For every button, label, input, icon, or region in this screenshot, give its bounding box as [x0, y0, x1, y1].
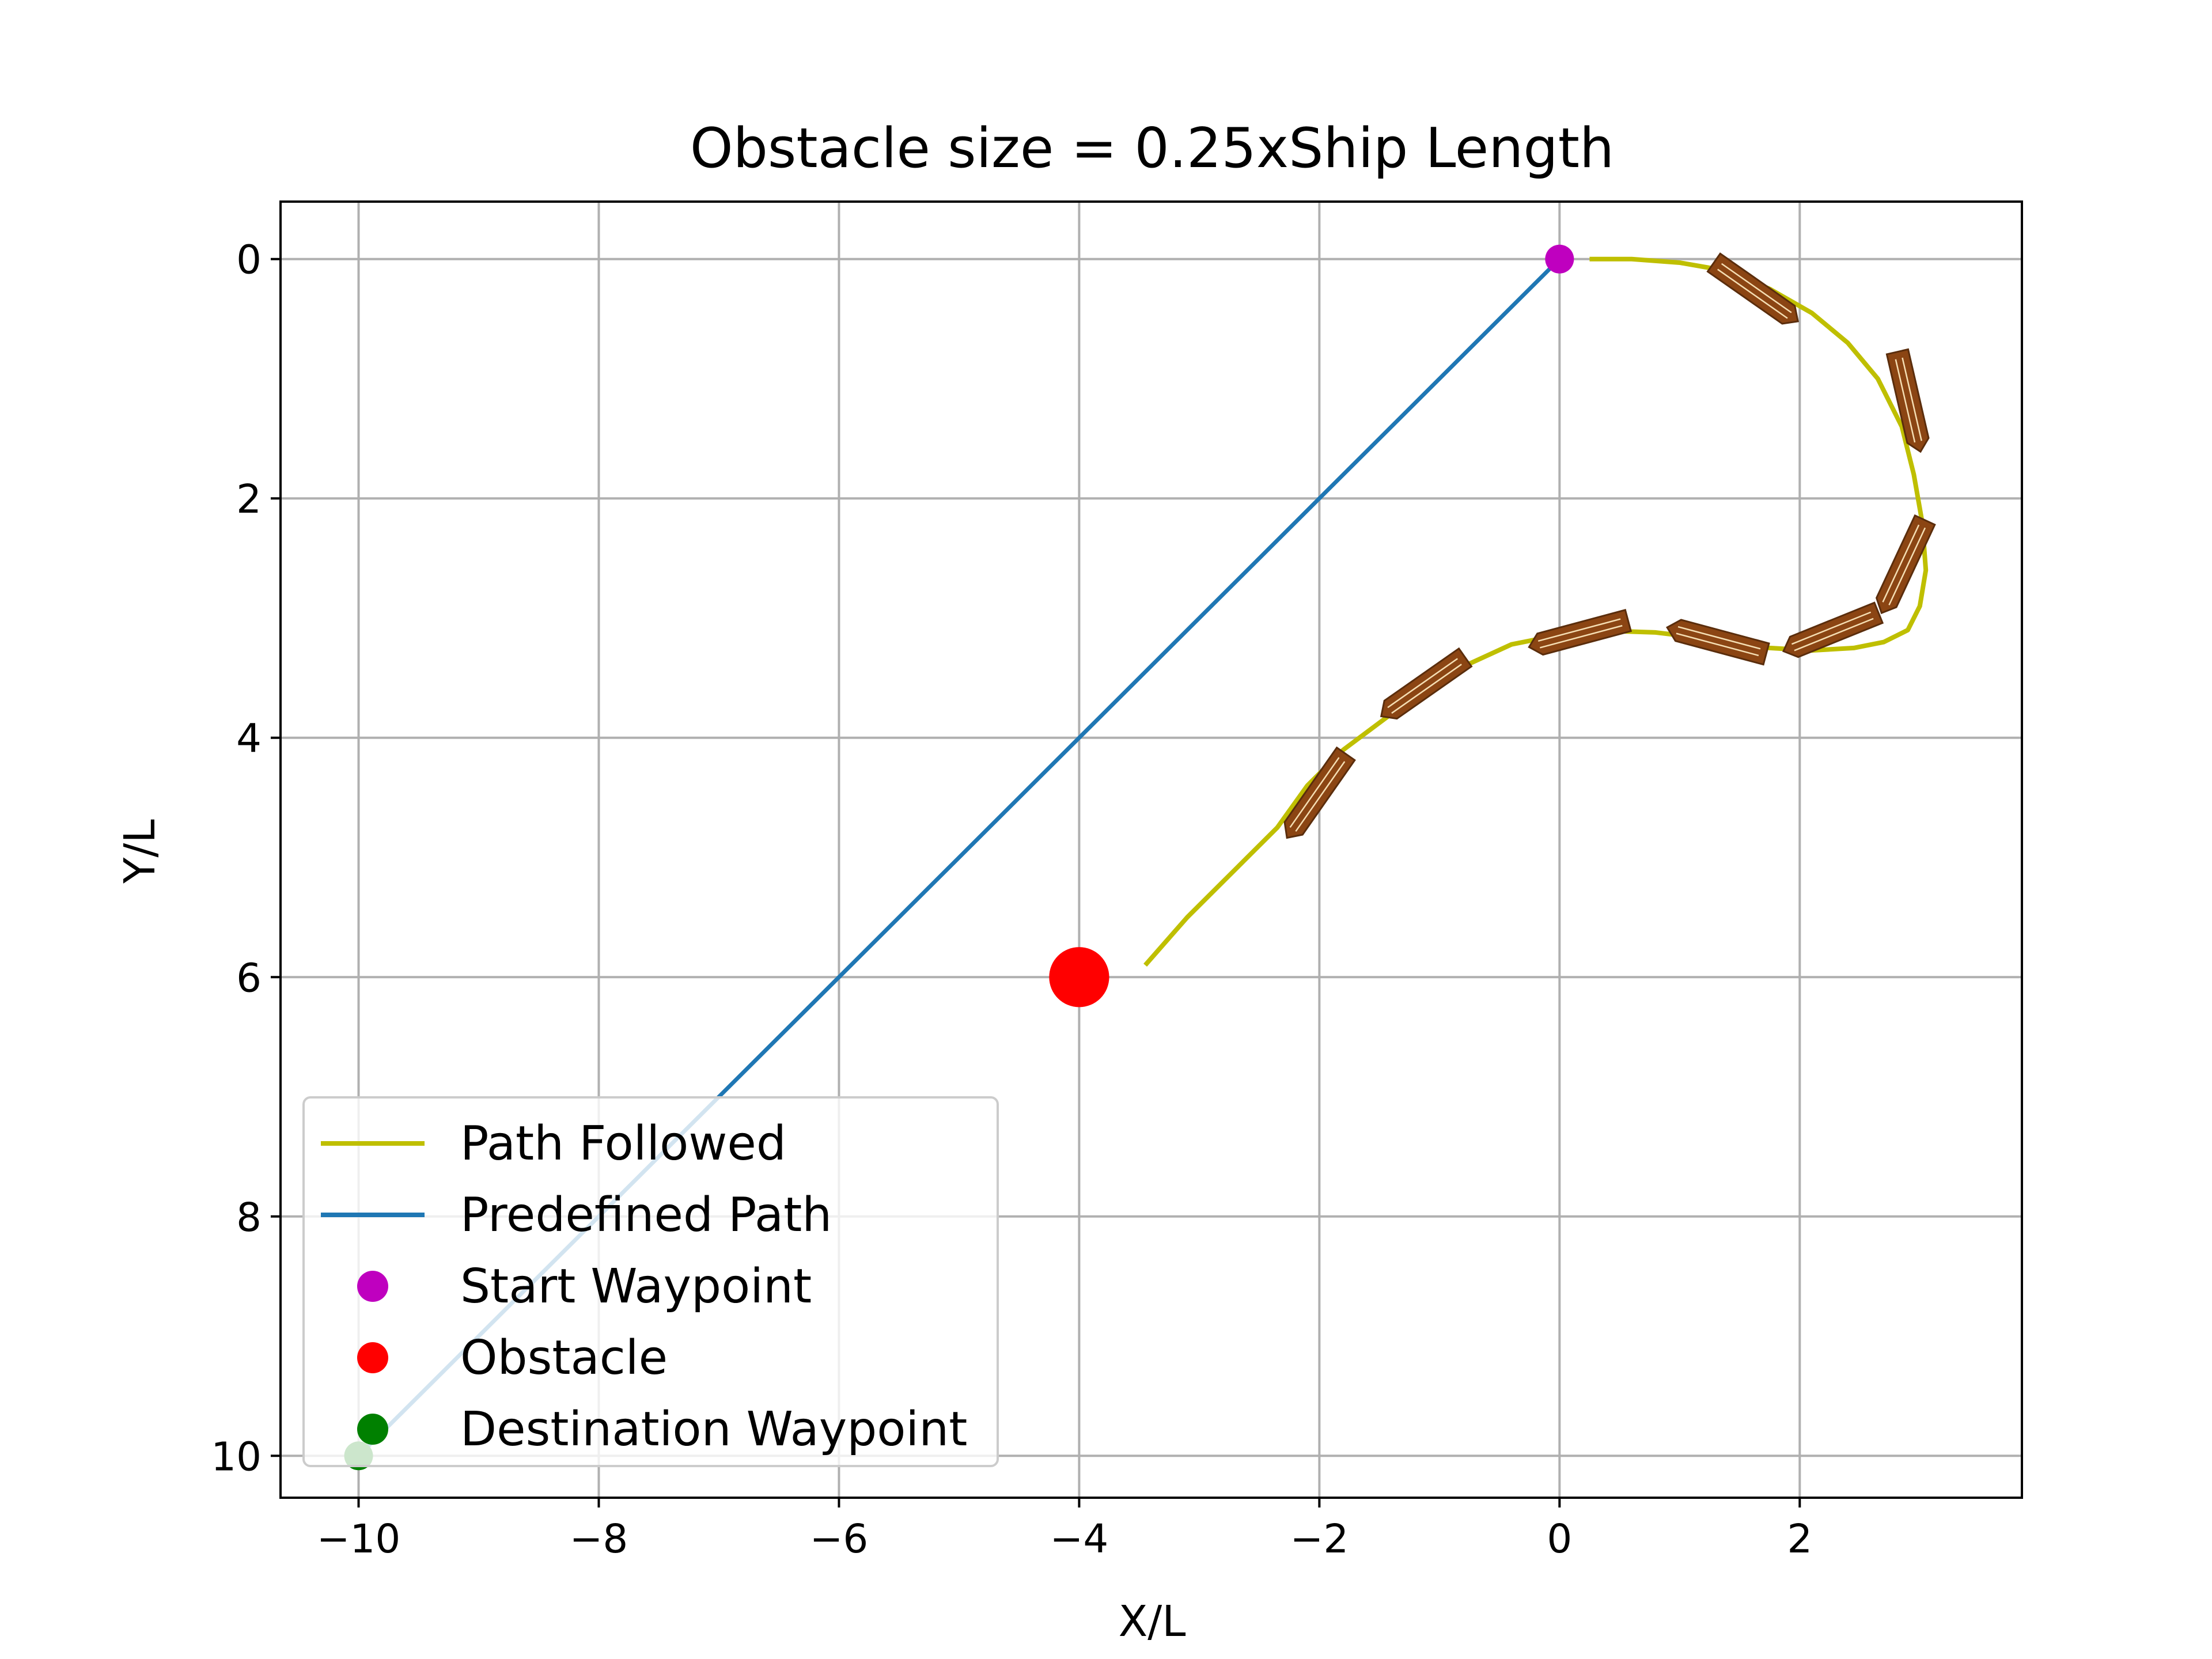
x-tick-label: −10 — [317, 1516, 401, 1562]
x-tick-label: −8 — [570, 1516, 628, 1562]
path-followed-line — [1143, 256, 1929, 967]
ship-deck-line — [1902, 357, 1923, 441]
axes-frame — [279, 200, 2023, 1499]
ship-deck-line — [1295, 761, 1346, 832]
ship-markers — [1283, 252, 1936, 839]
ship-deck-line — [1717, 268, 1788, 319]
y-tick-label: 0 — [236, 237, 262, 283]
ship-deck-line — [1539, 624, 1623, 649]
ship-hull — [1528, 609, 1633, 656]
obstacle-marker — [1049, 947, 1109, 1007]
y-axis-label: Y/L — [115, 819, 165, 884]
x-tick-label: −6 — [810, 1516, 869, 1562]
y-tick-label: 6 — [236, 955, 262, 1001]
legend-swatch — [357, 1342, 388, 1373]
ship-hull — [1666, 619, 1770, 666]
ship-marker — [1666, 619, 1770, 666]
legend-label: Start Waypoint — [460, 1259, 812, 1314]
x-tick-label: −2 — [1290, 1516, 1349, 1562]
y-tick-label: 10 — [211, 1434, 262, 1480]
start-waypoint-marker — [1545, 244, 1574, 274]
x-tick-label: 2 — [1787, 1516, 1812, 1562]
y-tick-label: 4 — [236, 716, 262, 762]
x-axis-label: X/L — [1119, 1597, 1186, 1646]
ship-deck-line — [1721, 263, 1792, 313]
x-tick-label: −4 — [1050, 1516, 1109, 1562]
ship-hull — [1885, 348, 1930, 453]
ship-hull — [1782, 601, 1884, 658]
x-tick-label: 0 — [1547, 1516, 1572, 1562]
ship-marker — [1283, 746, 1356, 839]
ship-marker — [1782, 601, 1884, 658]
ship-deck-line — [1537, 618, 1621, 642]
ship-hull — [1283, 746, 1356, 839]
ship-marker — [1706, 252, 1799, 325]
ship-marker — [1528, 609, 1633, 656]
legend-label: Path Followed — [460, 1116, 786, 1171]
y-tick-label: 8 — [236, 1195, 262, 1241]
ship-deck-line — [1676, 632, 1759, 657]
ship-marker — [1885, 348, 1930, 453]
ship-deck-line — [1895, 359, 1916, 443]
ship-deck-line — [1391, 664, 1462, 714]
ship-deck-line — [1888, 527, 1926, 605]
legend: Path Followed Predefined Path Start Waypoi… — [302, 1096, 999, 1467]
ship-deck-line — [1289, 757, 1340, 828]
ticks: −10 −8 −6 −4 −2 0 2 0 2 4 6 8 10 — [211, 237, 1812, 1562]
path-followed-layer — [1143, 256, 1929, 967]
ship-hull — [1380, 647, 1473, 720]
legend-label: Destination Waypoint — [460, 1402, 967, 1457]
y-tick-label: 2 — [236, 476, 262, 522]
ship-deck-line — [1677, 626, 1761, 650]
chart-title: Obstacle size = 0.25xShip Length — [690, 117, 1614, 180]
legend-label: Obstacle — [460, 1331, 668, 1385]
legend-swatch — [357, 1271, 388, 1302]
legend-swatch — [357, 1414, 388, 1445]
legend-label: Predefined Path — [460, 1188, 832, 1243]
ship-hull — [1706, 252, 1799, 325]
ship-deck-line — [1794, 618, 1874, 652]
ship-deck-line — [1387, 658, 1458, 709]
ship-deck-line — [1882, 524, 1920, 603]
ship-marker — [1380, 647, 1473, 720]
ship-marker — [1875, 514, 1936, 615]
legend-box — [302, 1096, 999, 1467]
ship-deck-line — [1791, 611, 1872, 645]
